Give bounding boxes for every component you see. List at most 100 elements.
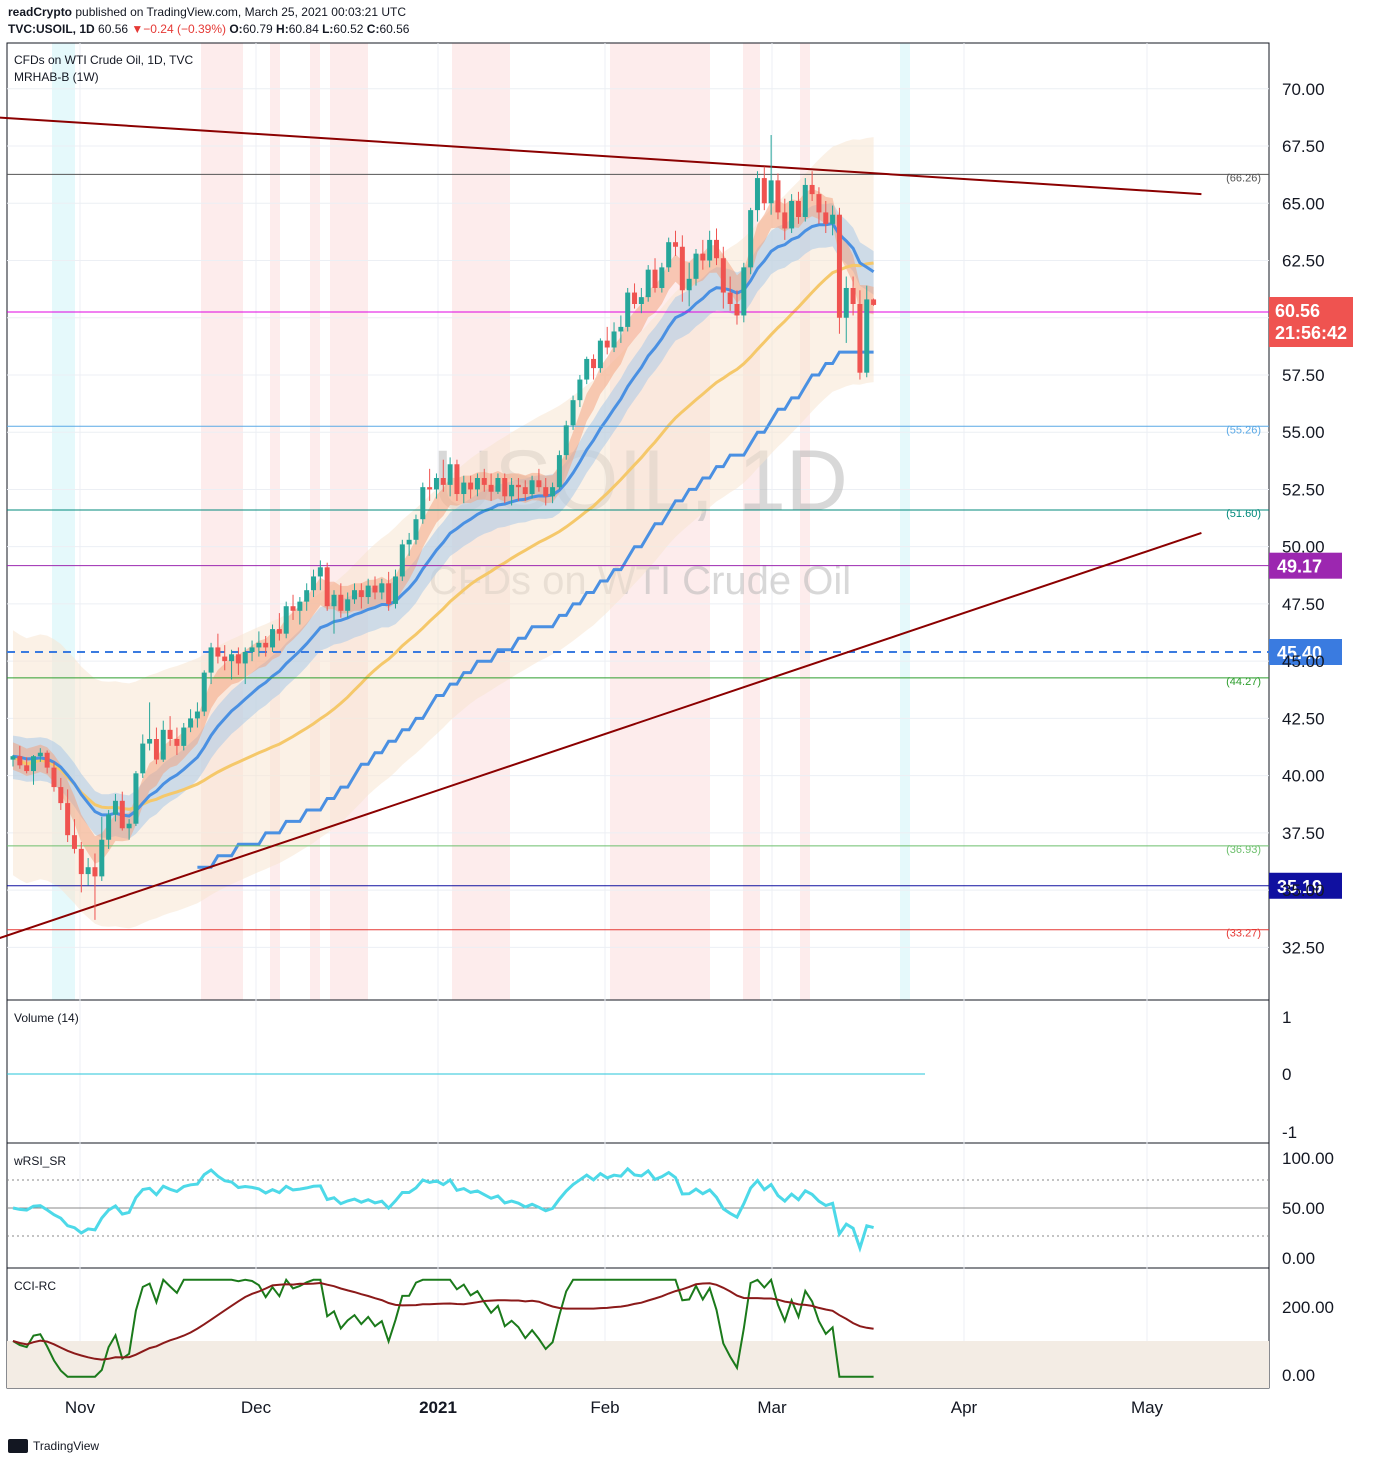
price-tick-label: 50.00 (1282, 538, 1325, 557)
candle-body (488, 484, 494, 492)
candle-body (331, 594, 337, 607)
candle-body (850, 287, 856, 304)
candle-body (461, 482, 467, 495)
candle-body (242, 652, 248, 664)
publish-info: readCrypto published on TradingView.com,… (8, 5, 406, 19)
level-price-box (1269, 639, 1342, 665)
candle-body (707, 239, 713, 261)
candle-body (433, 478, 439, 490)
candle-body (256, 642, 262, 648)
level-price-label: 45.40 (1277, 643, 1322, 663)
published-text: published on TradingView.com, March 25, … (75, 5, 407, 19)
candle-body (338, 594, 344, 611)
trendlines[interactable] (0, 116, 1202, 945)
time-tick-label: Nov (65, 1398, 96, 1417)
footer: TradingView (8, 1439, 99, 1453)
candle-body (345, 599, 351, 611)
volume-tick-label: 1 (1282, 1008, 1291, 1027)
candle-body (748, 210, 754, 268)
trendline (0, 116, 1202, 196)
candle-body (625, 292, 631, 327)
candle-body (713, 239, 719, 259)
price-tick-label: 65.00 (1282, 194, 1325, 213)
candle-body (495, 478, 501, 492)
price-tick-label: 40.00 (1282, 767, 1325, 786)
candle-body (147, 739, 153, 744)
price-tick-label: 35.00 (1282, 881, 1325, 900)
candle-body (789, 200, 795, 229)
candle-body (304, 590, 310, 602)
time-tick-label: Mar (757, 1398, 787, 1417)
cci-zone (7, 1341, 1269, 1388)
candle-body (871, 299, 877, 305)
candle-body (194, 711, 200, 719)
candle-body (550, 487, 556, 497)
last-price: 60.56 (98, 22, 129, 36)
candle-body (358, 590, 364, 598)
candle-body (420, 487, 426, 520)
author-name: readCrypto (8, 5, 73, 19)
change-value: −0.24 (−0.39%) (143, 22, 227, 36)
candle-body (44, 752, 50, 768)
candlestick-series (10, 135, 877, 920)
price-tick-label: 70.00 (1282, 80, 1325, 99)
candle-body (734, 304, 740, 316)
candle-body (297, 601, 303, 611)
candle-body (522, 487, 528, 495)
candle-body (577, 379, 583, 401)
candle-body (857, 304, 863, 373)
candle-body (809, 184, 815, 195)
high-value: 60.84 (288, 22, 319, 36)
candle-body (92, 867, 98, 877)
candle-body (782, 212, 788, 229)
candle-body (468, 482, 474, 490)
candle-body (679, 246, 685, 291)
candle-body (65, 803, 71, 836)
candle-body (440, 478, 446, 485)
price-tick-label: 55.00 (1282, 423, 1325, 442)
level-note-label: (51.60) (1226, 508, 1261, 520)
pane-labels: CFDs on WTI Crude Oil, 1D, TVC MRHAB-B (… (13, 53, 193, 1293)
close-value: 60.56 (379, 22, 410, 36)
candle-body (99, 839, 105, 877)
candle-body (563, 425, 569, 456)
ohlc-legend: TVC:USOIL, 1D 60.56 ▼−0.24 (−0.39%) O:60… (8, 22, 410, 36)
candle-body (270, 629, 276, 648)
candle-body (188, 718, 194, 728)
candle-body (406, 539, 412, 545)
candle-body (311, 576, 317, 591)
candle-body (85, 867, 91, 875)
candle-body (160, 729, 166, 760)
countdown-timer: 21:56:42 (1275, 323, 1348, 343)
price-tick-label: 47.50 (1282, 595, 1325, 614)
candle-body (153, 739, 159, 760)
time-tick-label: May (1131, 1398, 1164, 1417)
candle-body (591, 358, 597, 369)
indicator-panes (7, 1073, 1269, 1388)
level-note-label: (36.93) (1226, 844, 1261, 856)
candle-body (823, 212, 829, 224)
time-tick-label: Apr (951, 1398, 978, 1417)
time-tick-label: Dec (241, 1398, 272, 1417)
candle-body (597, 340, 603, 369)
candle-body (235, 654, 241, 664)
candle-body (570, 400, 576, 426)
candle-body (201, 672, 207, 712)
candle-body (10, 756, 16, 760)
candle-body (365, 585, 371, 598)
chart-title: CFDs on WTI Crude Oil, 1D, TVC (14, 53, 193, 67)
candle-body (529, 480, 535, 495)
wrsi-label: wRSI_SR (13, 1154, 66, 1168)
candle-body (816, 194, 822, 213)
price-tick-label: 32.50 (1282, 938, 1325, 957)
candle-body (413, 519, 419, 540)
candle-body (775, 180, 781, 213)
shade-band (900, 43, 910, 1000)
candle-body (509, 484, 515, 497)
level-price-box (1269, 552, 1342, 579)
price-tick-label: 57.50 (1282, 366, 1325, 385)
symbol-label[interactable]: TVC:USOIL, 1D (8, 22, 95, 36)
candle-body (556, 455, 562, 488)
candle-body (843, 287, 849, 318)
